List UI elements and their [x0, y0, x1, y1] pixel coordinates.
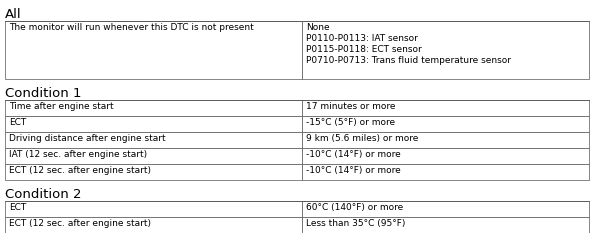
Bar — [5, 164, 302, 180]
Bar — [302, 164, 589, 180]
Text: 9 km (5.6 miles) or more: 9 km (5.6 miles) or more — [306, 134, 418, 143]
Text: ECT: ECT — [9, 118, 26, 127]
Text: The monitor will run whenever this DTC is not present: The monitor will run whenever this DTC i… — [9, 23, 254, 32]
Text: -10°C (14°F) or more: -10°C (14°F) or more — [306, 150, 400, 159]
Bar — [302, 100, 589, 116]
Bar — [5, 132, 302, 148]
Bar — [5, 100, 302, 116]
Bar — [5, 21, 302, 79]
Text: 17 minutes or more: 17 minutes or more — [306, 102, 395, 111]
Text: ECT: ECT — [9, 203, 26, 212]
Text: IAT (12 sec. after engine start): IAT (12 sec. after engine start) — [9, 150, 147, 159]
Text: Less than 35°C (95°F): Less than 35°C (95°F) — [306, 219, 405, 228]
Text: Time after engine start: Time after engine start — [9, 102, 113, 111]
Bar — [302, 132, 589, 148]
Bar — [302, 201, 589, 217]
Text: Condition 2: Condition 2 — [5, 188, 81, 201]
Bar — [5, 116, 302, 132]
Text: All: All — [5, 8, 21, 21]
Bar — [5, 201, 302, 217]
Bar — [5, 217, 302, 233]
Bar — [5, 148, 302, 164]
Bar — [302, 217, 589, 233]
Text: -15°C (5°F) or more: -15°C (5°F) or more — [306, 118, 395, 127]
Bar — [302, 148, 589, 164]
Bar — [302, 116, 589, 132]
Text: 60°C (140°F) or more: 60°C (140°F) or more — [306, 203, 403, 212]
Text: Condition 1: Condition 1 — [5, 87, 81, 100]
Text: ECT (12 sec. after engine start): ECT (12 sec. after engine start) — [9, 219, 151, 228]
Text: -10°C (14°F) or more: -10°C (14°F) or more — [306, 166, 400, 175]
Bar — [302, 21, 589, 79]
Text: Driving distance after engine start: Driving distance after engine start — [9, 134, 166, 143]
Text: ECT (12 sec. after engine start): ECT (12 sec. after engine start) — [9, 166, 151, 175]
Text: None
P0110-P0113: IAT sensor
P0115-P0118: ECT sensor
P0710-P0713: Trans fluid te: None P0110-P0113: IAT sensor P0115-P0118… — [306, 23, 511, 65]
